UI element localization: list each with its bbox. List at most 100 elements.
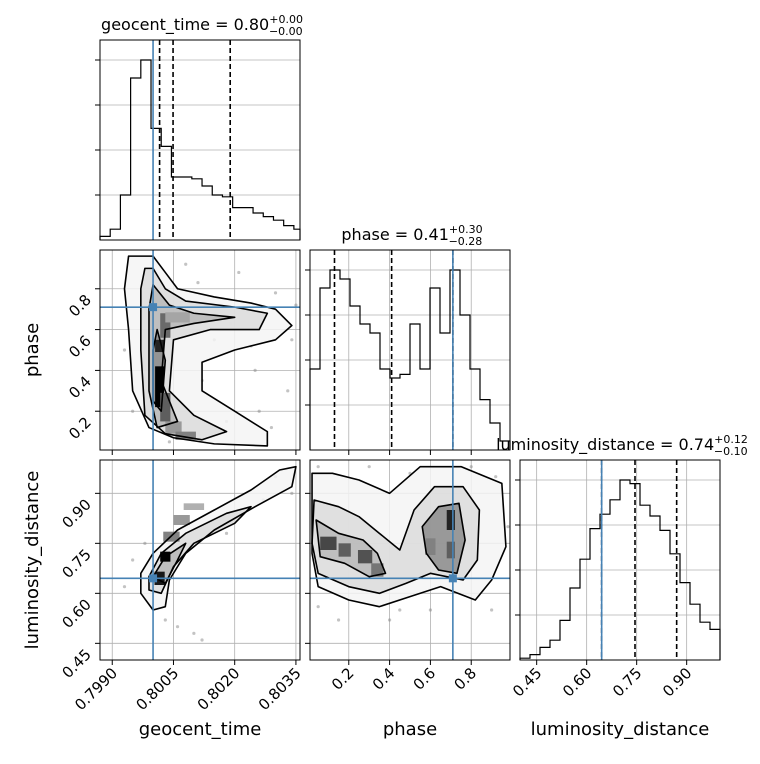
title-lower-error: −0.10	[714, 445, 748, 458]
contour-line	[148, 505, 252, 595]
truth-marker	[149, 574, 158, 583]
density-cell	[165, 312, 190, 323]
panel-frame	[99, 459, 301, 661]
contour-line	[140, 465, 297, 611]
scatter-panel-phase-luminosity_distance: 0.2 0.4 0.6 0.8	[305, 459, 511, 694]
contour-line	[152, 542, 187, 585]
sample-point	[184, 262, 188, 266]
sample-point	[494, 475, 498, 479]
title-text: phase = 0.41	[341, 225, 448, 244]
panel-content	[100, 250, 300, 450]
panel-content	[310, 460, 510, 660]
sample-point	[490, 608, 494, 612]
sample-point	[290, 491, 294, 495]
sample-point	[286, 389, 290, 393]
panel-frame	[99, 249, 301, 451]
contour-line	[123, 255, 293, 447]
panel-frame	[519, 459, 721, 661]
x-axis-label-phase: phase	[383, 719, 437, 740]
y-tick-label: 0.6	[65, 332, 95, 362]
sample-point	[506, 525, 510, 529]
density-cell	[155, 339, 165, 353]
x-tick-label: 0.90	[659, 664, 695, 700]
x-axis-label-luminosity_distance: luminosity_distance	[531, 719, 710, 740]
x-tick-label: 0.8035	[255, 664, 305, 714]
sample-point	[428, 608, 433, 612]
density-cell	[320, 536, 337, 550]
sample-point	[163, 618, 167, 622]
x-tick-label: 0.60	[559, 664, 595, 700]
sample-point	[257, 409, 261, 413]
sample-point	[269, 425, 274, 430]
sample-point	[167, 440, 171, 444]
y-tick-label: 0.2	[65, 413, 95, 443]
contour-line	[311, 485, 481, 595]
y-tick-label: 0.45	[58, 645, 94, 681]
diag-panel-geocent_time: geocent_time = 0.80+0.00 −0.00	[95, 13, 303, 241]
x-tick-label: 0.45	[509, 664, 545, 700]
panel-title-phase: phase = 0.41+0.30 −0.28	[341, 223, 482, 248]
density-cell	[446, 510, 455, 530]
truth-marker	[149, 303, 158, 312]
panel-frame	[309, 249, 511, 451]
sample-point	[122, 585, 127, 589]
sample-point	[131, 558, 135, 562]
density-cell	[446, 541, 455, 559]
x-tick-label: 0.8005	[132, 664, 182, 714]
x-tick-label: 0.6	[410, 664, 440, 694]
density-cell	[357, 550, 373, 564]
sample-point	[290, 338, 294, 342]
sample-point	[237, 270, 241, 275]
density-cell	[371, 563, 384, 577]
sample-point	[316, 605, 320, 609]
sample-point	[398, 608, 402, 612]
y-tick-label: 0.75	[58, 545, 94, 581]
contour-line	[421, 502, 466, 575]
x-tick-label: 0.8	[450, 664, 480, 694]
sample-point	[122, 348, 127, 352]
y-axis-label-luminosity_distance: luminosity_distance	[22, 471, 43, 650]
sample-point	[469, 465, 473, 469]
diag-panel-luminosity_distance: luminosity_distance = 0.74+0.12 −0.10 0.45…	[496, 433, 748, 700]
title-lower-error: −0.28	[449, 235, 483, 248]
histogram-step	[309, 269, 511, 450]
x-tick-label: 0.4	[369, 664, 399, 694]
sample-point	[224, 531, 229, 535]
truth-marker	[448, 574, 457, 583]
sample-point	[131, 409, 135, 413]
density-cell	[173, 515, 190, 525]
panel-title-geocent_time: geocent_time = 0.80+0.00 −0.00	[101, 13, 303, 38]
sample-point	[175, 625, 180, 629]
title-upper-error: +0.12	[714, 433, 748, 446]
panel-content	[100, 460, 300, 660]
sample-point	[143, 541, 147, 545]
sample-point	[387, 618, 392, 622]
y-tick-label: 0.4	[65, 373, 95, 403]
sample-point	[294, 303, 298, 307]
density-cell	[155, 366, 165, 408]
title-text: luminosity_distance = 0.74	[496, 435, 714, 455]
sample-point	[273, 291, 278, 295]
sample-point	[316, 465, 320, 469]
density-cell	[160, 392, 171, 422]
histogram-step	[99, 59, 301, 240]
y-tick-label: 0.8	[65, 291, 95, 321]
density-cell	[160, 313, 171, 338]
panel-frame	[309, 459, 511, 661]
contour-line	[315, 519, 387, 578]
contour-line	[140, 267, 269, 441]
panel-title-luminosity_distance: luminosity_distance = 0.74+0.12 −0.10	[496, 433, 748, 458]
diag-panel-phase: phase = 0.41+0.30 −0.28	[305, 223, 511, 455]
sample-point	[192, 631, 196, 635]
y-tick-label: 0.60	[58, 595, 94, 631]
histogram-step	[519, 479, 721, 660]
title-lower-error: −0.00	[269, 25, 303, 38]
title-text: geocent_time = 0.80	[101, 15, 269, 35]
scatter-panel-geocent_time-luminosity_distance: 0.450.600.750.900.7990 0.8005 0.8020 0.8035	[58, 459, 305, 714]
title-upper-error: +0.30	[449, 223, 483, 236]
sample-point	[336, 618, 341, 622]
sample-point	[253, 368, 257, 373]
y-axis-label-phase: phase	[22, 323, 43, 377]
